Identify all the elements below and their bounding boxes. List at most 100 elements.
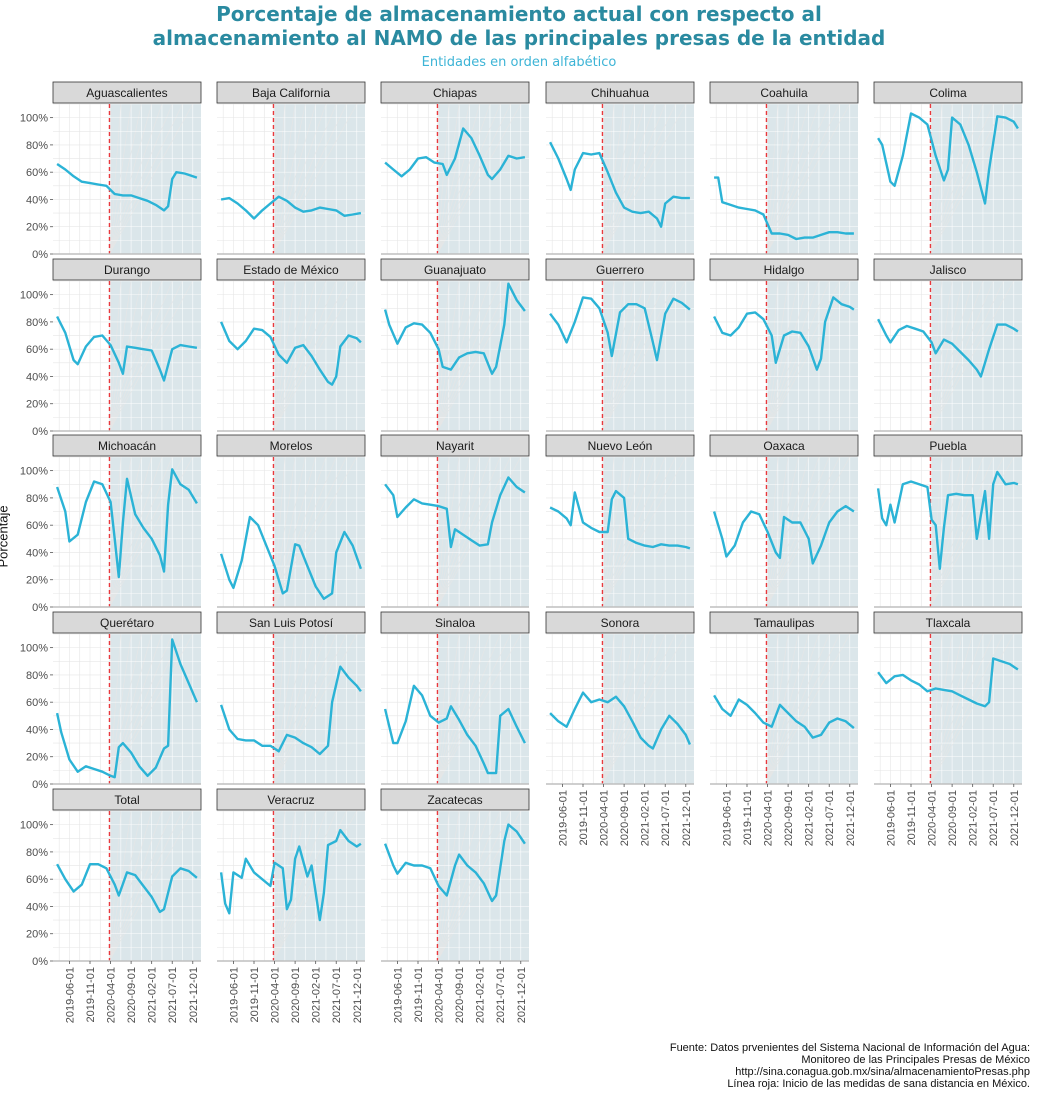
facet-panel: Tamaulipas 2019-06-01 2019-11-01 2020-04-01… — [709, 611, 859, 846]
chart-subtitle: Entidades en orden alfabético — [421, 55, 617, 70]
y-tick-label: 40% — [26, 547, 48, 559]
grid-line-x — [930, 103, 984, 255]
grid-line-x — [766, 103, 779, 255]
x-tick-label: 2020-09-01 — [290, 967, 302, 1023]
grid-line-x — [930, 280, 943, 432]
y-tick-label: 80% — [26, 847, 48, 859]
facet-label: Sonora — [601, 616, 640, 630]
facet-label: Total — [114, 793, 139, 807]
shaded-region — [766, 104, 858, 254]
grid-line-x — [437, 810, 522, 962]
grid-line-x — [766, 103, 799, 255]
y-tick-label: 40% — [26, 194, 48, 206]
facet-strip — [380, 81, 530, 104]
grid-line-x — [602, 633, 635, 785]
grid-line-x — [273, 103, 296, 255]
grid-line-x — [109, 633, 122, 785]
facet-panel: Tlaxcala 2019-06-01 2019-11-01 2020-04-01 20… — [873, 611, 1023, 846]
grid-line-x — [602, 280, 625, 432]
x-tick-label: 2020-09-01 — [126, 967, 138, 1023]
shaded-region — [602, 104, 694, 254]
grid-line-x — [273, 633, 347, 785]
grid-line-x — [437, 633, 450, 785]
grid-line-x — [766, 633, 820, 785]
shaded-region — [109, 104, 201, 254]
series-line — [877, 657, 1019, 708]
grid-line-x — [437, 456, 491, 608]
grid-line-x — [602, 633, 666, 785]
grid-line-x — [273, 280, 296, 432]
y-tick-label: 40% — [26, 724, 48, 736]
grid-line-x — [930, 280, 932, 432]
grid-line-x — [109, 280, 173, 432]
grid-line-x — [437, 633, 480, 785]
grid-line-x — [437, 633, 460, 785]
x-tick-label: 2021-02-01 — [475, 967, 487, 1023]
grid-line-x — [602, 103, 666, 255]
x-tick-label: 2021-12-01 — [681, 790, 693, 846]
grid-line-x — [437, 280, 511, 432]
facet-panel: Total 0% 20% 40% 60% 80% 100% 2019-06-01 2019-11… — [20, 788, 202, 1023]
grid-line-x — [109, 810, 163, 962]
grid-line-x — [602, 103, 687, 255]
facet-strip — [545, 434, 695, 457]
x-tick-label: 2021-02-01 — [640, 790, 652, 846]
grid-line-x — [437, 810, 480, 962]
grid-line-x — [109, 633, 132, 785]
x-tick-label: 2021-07-01 — [495, 967, 507, 1023]
grid-line-x — [273, 280, 347, 432]
grid-line-x — [602, 633, 645, 785]
grid-line-x — [930, 456, 984, 608]
shaded-region — [109, 457, 201, 607]
caption-line: Línea roja: Inicio de las medidas de san… — [727, 1078, 1030, 1090]
y-tick-label: 0% — [32, 956, 48, 968]
facet-panel: Chihuahua — [545, 81, 695, 255]
grid-line-x — [437, 103, 522, 255]
facet-panel: Estado de México — [216, 258, 366, 432]
shaded-region — [930, 634, 1022, 784]
x-tick-label: 2021-12-01 — [352, 967, 364, 1023]
grid-line-x — [437, 810, 450, 962]
grid-line-x — [766, 103, 840, 255]
grid-line-x — [930, 280, 963, 432]
facet-label: Querétaro — [100, 616, 154, 630]
grid-line-x — [930, 633, 932, 785]
grid-line-x — [437, 633, 511, 785]
facet-strip — [216, 81, 366, 104]
facet-panel: Sinaloa — [380, 611, 530, 785]
facet-panel: Aguascalientes 0% 20% 40% 60% 80% 100% — [20, 81, 202, 261]
facet-strip — [380, 611, 530, 634]
x-tick-label: 2021-02-01 — [147, 967, 159, 1023]
facet-strip — [873, 81, 1023, 104]
grid-line-x — [437, 810, 511, 962]
grid-line-x — [273, 810, 275, 962]
facet-label: Baja California — [252, 86, 330, 100]
y-tick-label: 0% — [32, 602, 48, 614]
grid-line-x — [109, 103, 152, 255]
facet-label: Guerrero — [596, 263, 644, 277]
grid-line-x — [273, 633, 337, 785]
shaded-region — [930, 104, 1022, 254]
facet-panel: Jalisco — [873, 258, 1023, 432]
grid-line-x — [273, 456, 275, 608]
facet-strip — [873, 258, 1023, 281]
caption-line: Monitoreo de las Principales Presas de M… — [801, 1054, 1030, 1066]
shaded-region — [273, 104, 365, 254]
facet-strip — [873, 611, 1023, 634]
grid-line-x — [109, 810, 173, 962]
grid-line-x — [930, 633, 943, 785]
grid-line-x — [766, 633, 830, 785]
grid-line-x — [602, 280, 656, 432]
facet-label: Chiapas — [433, 86, 477, 100]
series-line — [712, 504, 855, 565]
facet-strip — [52, 611, 202, 634]
series-line — [549, 296, 691, 362]
grid-line-x — [109, 280, 163, 432]
facet-panel: Guanajuato — [380, 258, 530, 432]
facet-label: Coahuila — [760, 86, 808, 100]
grid-line-x — [109, 103, 142, 255]
grid-line-x — [109, 103, 111, 255]
facet-strip — [380, 434, 530, 457]
grid-line-x — [437, 456, 511, 608]
grid-line-x — [602, 280, 615, 432]
